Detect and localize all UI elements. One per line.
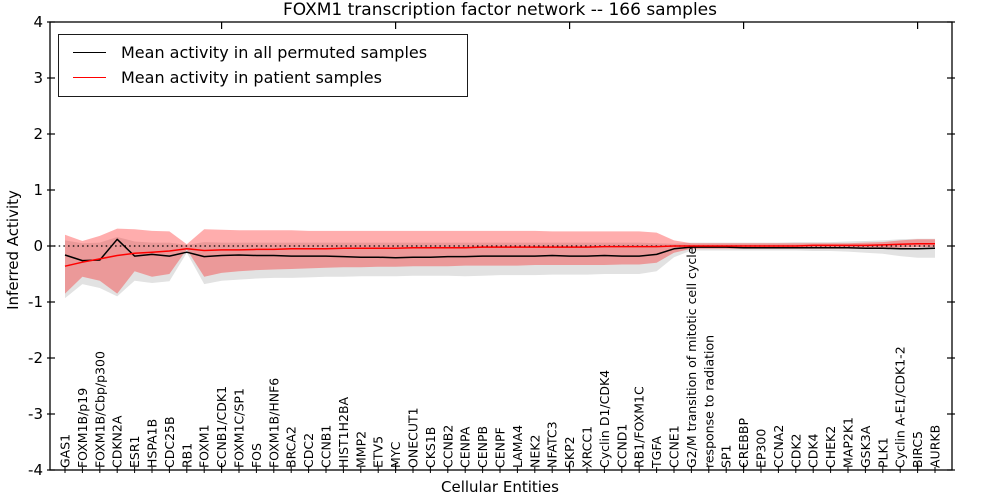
x-category-label: CKS1B <box>423 427 438 468</box>
x-category-label: CDK2 <box>788 433 803 468</box>
x-category-label: HSPA1B <box>145 419 160 468</box>
y-axis-label: Inferred Activity <box>4 190 22 310</box>
patient-band <box>65 228 935 294</box>
x-axis-label: Cellular Entities <box>441 478 559 496</box>
x-category-label: CCNA2 <box>771 425 786 468</box>
x-category-label: CHEK2 <box>823 426 838 468</box>
y-tick-label: 3 <box>33 69 43 87</box>
x-category-label: BRCA2 <box>284 426 299 468</box>
y-tick-label: -4 <box>28 461 43 479</box>
x-category-label: RB1 <box>179 443 194 468</box>
x-category-label: CCNE1 <box>667 425 682 468</box>
x-category-label: AURKB <box>928 425 943 468</box>
legend: Mean activity in all permuted samples Me… <box>58 34 468 97</box>
patient-line-sample <box>73 77 106 78</box>
x-category-label: CREBBP <box>736 418 751 468</box>
x-category-label: CENPB <box>475 426 490 468</box>
y-tick-label: 0 <box>33 237 43 255</box>
x-category-label: NEK2 <box>527 435 542 468</box>
y-tick-label: 1 <box>33 181 43 199</box>
x-category-label: CCND1 <box>614 424 629 468</box>
legend-label-patient: Mean activity in patient samples <box>121 68 382 87</box>
x-category-label: response to radiation <box>701 335 716 468</box>
x-category-label: LAMA4 <box>510 425 525 468</box>
x-category-label: PLK1 <box>875 437 890 468</box>
x-category-label: NFATC3 <box>545 421 560 468</box>
x-category-label: CDKN2A <box>110 415 125 468</box>
x-category-label: MMP2 <box>353 431 368 468</box>
x-category-label: FOXM1B/p19 <box>75 388 90 468</box>
chart-title: FOXM1 transcription factor network -- 16… <box>283 0 717 20</box>
x-category-label: FOXM1 <box>197 424 212 468</box>
x-category-label: CDC25B <box>162 416 177 468</box>
x-category-label: CENPA <box>458 426 473 468</box>
x-category-label: SKP2 <box>562 436 577 468</box>
permuted-line-sample <box>73 52 106 53</box>
x-category-label: CENPF <box>493 427 508 468</box>
y-tick-label: -2 <box>28 349 43 367</box>
x-category-label: GSK3A <box>858 425 873 468</box>
permuted-mean-line <box>64 238 936 262</box>
y-tick-label: 2 <box>33 125 43 143</box>
legend-label-permuted: Mean activity in all permuted samples <box>121 43 428 62</box>
permuted-band <box>65 237 935 299</box>
x-category-label: FOXM1B/HNF6 <box>266 378 281 468</box>
x-category-label: ONECUT1 <box>406 407 421 468</box>
x-category-label: BIRC5 <box>910 431 925 468</box>
x-category-label: CCNB1/CDK1 <box>214 386 229 468</box>
patient-mean-line <box>64 243 935 267</box>
x-category-label: TGFA <box>649 436 664 469</box>
x-category-label: CDK4 <box>806 433 821 468</box>
x-category-label: MAP2K1 <box>841 417 856 468</box>
x-category-label: ESR1 <box>127 436 142 468</box>
y-tick-label: -3 <box>28 405 43 423</box>
legend-entry-permuted: Mean activity in all permuted samples <box>73 40 459 65</box>
legend-entry-patient: Mean activity in patient samples <box>73 65 459 90</box>
x-category-label: SP1 <box>719 445 734 468</box>
y-tick-label: 4 <box>33 13 43 31</box>
x-category-label: G2/M transition of mitotic cell cycle <box>684 246 699 468</box>
x-category-label: GAS1 <box>58 434 73 468</box>
x-category-label: EP300 <box>754 429 769 468</box>
x-category-label: Cyclin A-E1/CDK1-2 <box>893 346 908 468</box>
x-category-label: FOXM1B/Cbp/p300 <box>92 351 107 468</box>
x-category-label: CCNB2 <box>440 425 455 468</box>
x-category-label: HIST1H2BA <box>336 396 351 468</box>
x-category-label: XRCC1 <box>580 426 595 468</box>
x-category-label: RB1/FOXM1C <box>632 386 647 468</box>
x-category-label: CCNB1 <box>319 425 334 468</box>
y-tick-label: -1 <box>28 293 43 311</box>
x-category-label: Cyclin D1/CDK4 <box>597 370 612 468</box>
x-category-label: MYC <box>388 441 403 468</box>
x-category-label: CDC2 <box>301 433 316 468</box>
x-category-label: ETV5 <box>371 436 386 468</box>
x-category-label: FOS <box>249 443 264 468</box>
x-category-label: FOXM1C/SP1 <box>232 388 247 468</box>
